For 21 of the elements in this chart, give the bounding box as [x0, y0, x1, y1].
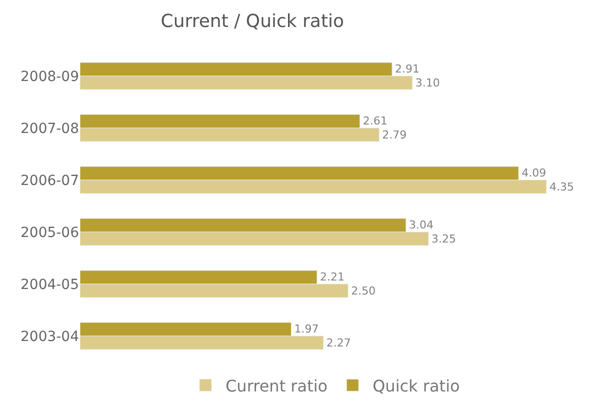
y-tick-label: 2004-05 [20, 276, 79, 293]
legend-label: Quick ratio [372, 376, 460, 396]
y-tick-label: 2005-06 [20, 224, 80, 241]
data-label: 2.27 [326, 336, 351, 350]
data-label: 2.21 [320, 270, 344, 284]
data-label: 1.97 [294, 322, 319, 336]
data-label: 2.91 [395, 62, 420, 76]
data-label: 3.25 [432, 232, 456, 246]
data-label: 2.79 [382, 128, 407, 142]
y-tick-label: 2007-08 [20, 120, 79, 137]
legend-label: Current ratio [226, 376, 328, 396]
y-tick-label: 2003-04 [20, 328, 80, 345]
data-label: 3.04 [408, 218, 434, 232]
data-label: 3.10 [415, 76, 440, 90]
data-label: 4.09 [522, 166, 546, 180]
y-tick-label: 2008-09 [20, 68, 79, 85]
chart-title: Current / Quick ratio [160, 11, 344, 32]
data-label: 2.50 [351, 284, 376, 298]
data-label: 2.61 [362, 114, 388, 128]
y-tick-label: 2006-07 [20, 172, 79, 189]
data-label: 4.35 [549, 180, 574, 194]
